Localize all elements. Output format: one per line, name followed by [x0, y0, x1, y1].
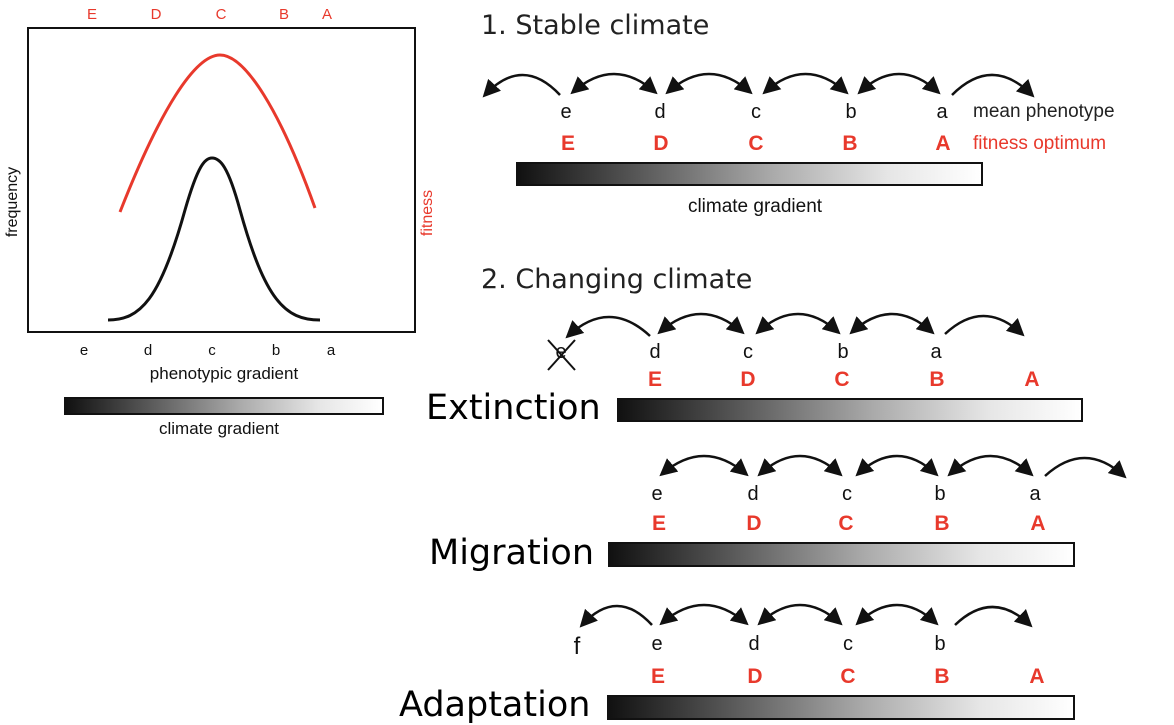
- adaptation-label: Adaptation: [399, 685, 591, 725]
- dispersal-arrow: [757, 603, 843, 626]
- outward-dispersal-arrow: [1044, 456, 1127, 479]
- dispersal-arrow: [755, 312, 841, 335]
- outward-dispersal-arrow: [944, 314, 1025, 337]
- phenotype-letter: e: [79, 342, 89, 359]
- dispersal-arrow: [665, 72, 753, 95]
- fitness-optimum-letter: B: [842, 132, 858, 155]
- dispersal-arrow: [657, 312, 745, 335]
- mean-phenotype-legend: mean phenotype: [973, 101, 1115, 122]
- fitness-optimum-letter: E: [560, 132, 576, 155]
- fitness-optimum-letter: C: [215, 6, 227, 23]
- phenotype-letter: d: [143, 342, 153, 359]
- fitness-optimum-letter: A: [1029, 665, 1045, 688]
- mean-phenotype-letter: d: [747, 483, 759, 505]
- fitness-optimum-letter: E: [86, 6, 98, 23]
- fitness-curve: [118, 53, 317, 213]
- mean-phenotype-letter: c: [743, 341, 753, 363]
- fitness-optimum-letter: A: [321, 6, 333, 23]
- dispersal-arrow: [855, 454, 939, 477]
- outward-dispersal-arrow: [482, 73, 561, 98]
- new-phenotype-letter: f: [573, 633, 581, 660]
- dispersal-arrow: [762, 72, 849, 95]
- frequency-curve: [107, 156, 321, 322]
- mean-phenotype-letter: d: [649, 341, 661, 363]
- fitness-optimum-letter: D: [746, 512, 762, 535]
- dispersal-arrow: [659, 454, 749, 477]
- mean-phenotype-letter: b: [845, 101, 857, 123]
- fitness-optimum-letter: C: [834, 368, 850, 391]
- fitness-optimum-letter: B: [934, 665, 950, 688]
- fitness-optimum-letter: D: [653, 132, 669, 155]
- mean-phenotype-letter: e: [651, 633, 663, 655]
- climate-gradient-bar: [608, 542, 1075, 567]
- dispersal-arrow: [849, 312, 935, 335]
- extinction-cross-icon: [547, 339, 576, 371]
- climate-gradient-label: climate gradient: [158, 419, 280, 438]
- dispersal-arrow: [857, 72, 941, 95]
- fitness-optimum-letter: A: [1030, 512, 1046, 535]
- frequency-axis-label: frequency: [4, 166, 22, 238]
- climate-gradient-bar: [617, 398, 1083, 422]
- mean-phenotype-letter: d: [748, 633, 760, 655]
- fitness-optimum-letter: C: [748, 132, 764, 155]
- migration-label: Migration: [429, 533, 595, 573]
- mean-phenotype-letter: d: [654, 101, 666, 123]
- climate-gradient-bar: [516, 162, 983, 186]
- outward-dispersal-arrow: [951, 73, 1035, 98]
- extinct-phenotype-letter: e: [555, 341, 567, 363]
- plot-frame: [27, 27, 416, 333]
- mean-phenotype-letter: c: [843, 633, 853, 655]
- mean-phenotype-letter: a: [930, 341, 942, 363]
- fitness-optimum-letter: B: [278, 6, 290, 23]
- fitness-optimum-letter: D: [740, 368, 756, 391]
- phenotype-letter: b: [271, 342, 281, 359]
- fitness-optimum-letter: A: [1024, 368, 1040, 391]
- climate-gradient-bar: [607, 695, 1075, 720]
- fitness-optimum-letter: C: [838, 512, 854, 535]
- fitness-optimum-letter: B: [929, 368, 945, 391]
- fitness-optimum-letter: A: [935, 132, 951, 155]
- phenotypic-gradient-label: phenotypic gradient: [149, 364, 299, 383]
- mean-phenotype-letter: e: [560, 101, 572, 123]
- dispersal-arrow: [659, 603, 749, 626]
- phenotype-letter: a: [326, 342, 336, 359]
- fitness-optimum-letter: E: [650, 665, 666, 688]
- outward-dispersal-arrow: [579, 604, 653, 628]
- fitness-optimum-letter: E: [647, 368, 663, 391]
- mean-phenotype-letter: b: [934, 483, 946, 505]
- mean-phenotype-letter: b: [837, 341, 849, 363]
- changing-climate-heading: 2. Changing climate: [481, 264, 753, 295]
- climate-gradient-bar: [64, 397, 384, 415]
- dispersal-arrow: [947, 454, 1034, 477]
- fitness-axis-label: fitness: [419, 189, 437, 237]
- fitness-optimum-letter: D: [150, 6, 162, 23]
- climate-gradient-label: climate gradient: [687, 196, 823, 217]
- outward-dispersal-arrow: [565, 315, 651, 339]
- dispersal-arrow: [855, 603, 939, 626]
- fitness-optimum-letter: C: [840, 665, 856, 688]
- outward-dispersal-arrow: [954, 605, 1033, 628]
- mean-phenotype-letter: e: [651, 483, 663, 505]
- fitness-optimum-letter: B: [934, 512, 950, 535]
- mean-phenotype-letter: a: [936, 101, 948, 123]
- mean-phenotype-letter: b: [934, 633, 946, 655]
- stable-climate-heading: 1. Stable climate: [481, 10, 710, 41]
- mean-phenotype-letter: c: [751, 101, 761, 123]
- frequency-fitness-plot: [27, 27, 416, 333]
- phenotype-letter: c: [208, 342, 216, 359]
- fitness-optimum-letter: D: [747, 665, 763, 688]
- dispersal-arrow: [757, 454, 843, 477]
- fitness-optimum-letter: E: [651, 512, 667, 535]
- mean-phenotype-letter: c: [842, 483, 852, 505]
- extinction-label: Extinction: [426, 388, 601, 428]
- dispersal-arrow: [570, 72, 658, 95]
- mean-phenotype-letter: a: [1029, 483, 1041, 505]
- fitness-optimum-legend: fitness optimum: [973, 133, 1107, 154]
